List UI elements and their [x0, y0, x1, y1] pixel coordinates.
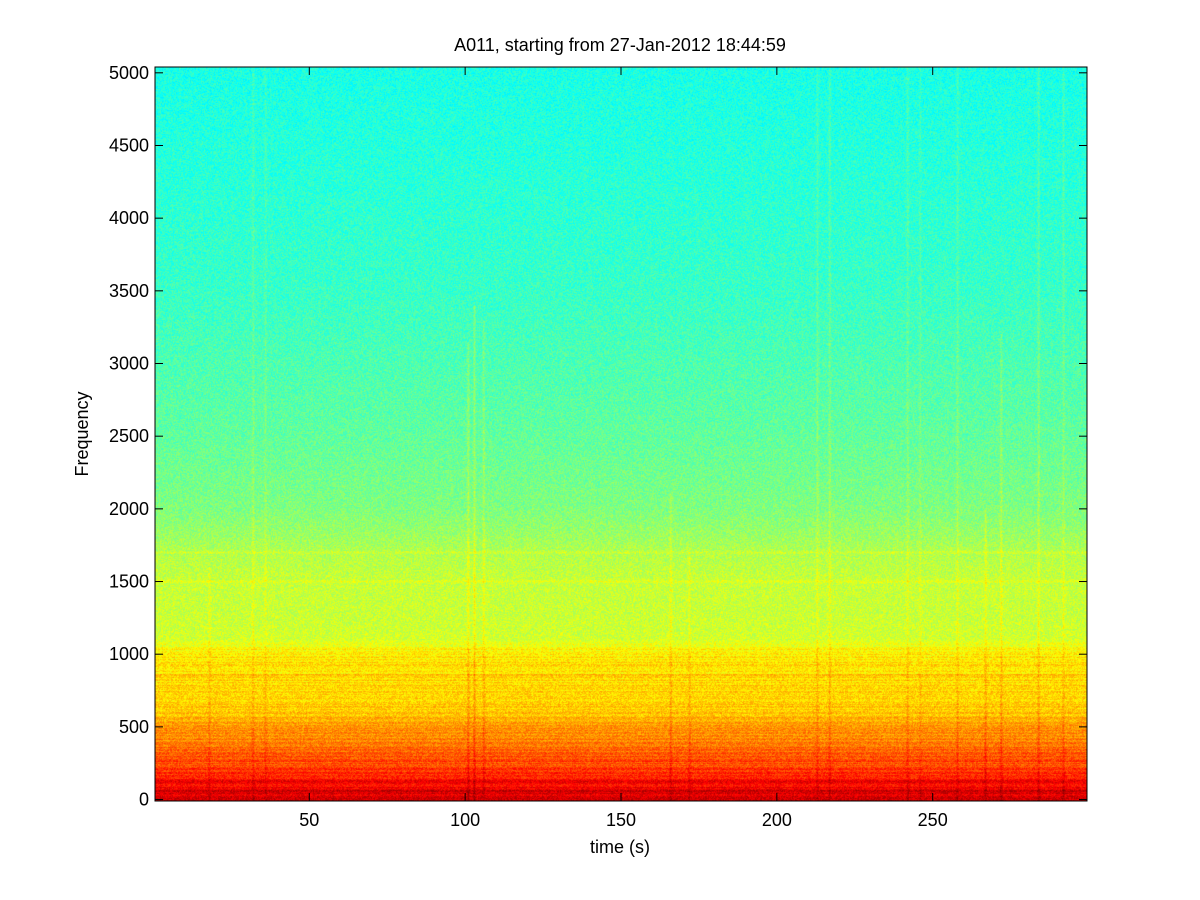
- plot-area: [155, 67, 1087, 801]
- y-tick-label: 5000: [109, 63, 149, 83]
- x-tick-label: 200: [762, 810, 792, 830]
- y-tick-label: 3500: [109, 281, 149, 301]
- y-axis-label: Frequency: [72, 391, 92, 476]
- y-tick-label: 4500: [109, 135, 149, 155]
- y-tick-label: 1000: [109, 644, 149, 664]
- x-tick-label: 100: [450, 810, 480, 830]
- y-tick-label: 0: [139, 790, 149, 810]
- x-tick-label: 250: [918, 810, 948, 830]
- x-tick-label: 50: [299, 810, 319, 830]
- y-tick-label: 1500: [109, 572, 149, 592]
- y-tick-label: 3000: [109, 354, 149, 374]
- y-tick-label: 500: [119, 717, 149, 737]
- x-tick-label: 150: [606, 810, 636, 830]
- spectrogram-image: [155, 67, 1087, 801]
- x-axis-label: time (s): [590, 837, 650, 857]
- x-axis-ticks: 50 100 150 200 250: [299, 67, 948, 830]
- y-tick-label: 4000: [109, 208, 149, 228]
- y-tick-label: 2000: [109, 499, 149, 519]
- y-axis-ticks: 0 500 1000 1500 2000 2500 3000 3500 4000 4500 5000: [109, 63, 1087, 810]
- y-tick-label: 2500: [109, 426, 149, 446]
- chart-title: A011, starting from 27-Jan-2012 18:44:59: [454, 35, 786, 55]
